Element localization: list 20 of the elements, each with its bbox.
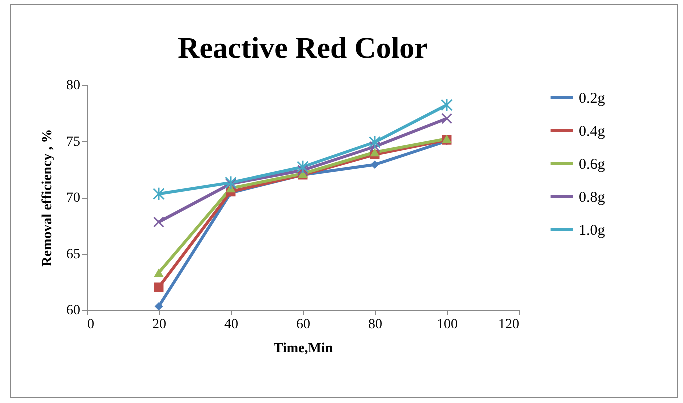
legend-label: 0.4g: [579, 124, 606, 140]
y-tick-label: 75: [66, 134, 80, 150]
y-tick-label: 65: [66, 247, 80, 262]
legend-label: 1.0g: [579, 223, 606, 239]
x-tick-label: 120: [498, 318, 520, 332]
x-tick-label: 80: [368, 318, 382, 332]
legend-label: 0.8g: [579, 190, 606, 206]
y-axis-title: Removal efficiency , %: [40, 129, 56, 267]
x-tick-label: 0: [88, 318, 94, 332]
legend-label: 0.6g: [579, 157, 606, 173]
x-axis-title: Time,Min: [274, 342, 334, 356]
x-tick-label: 20: [152, 318, 166, 332]
y-tick-label: 70: [66, 191, 80, 206]
x-tick-label: 100: [437, 318, 458, 332]
y-tick-label: 60: [66, 304, 80, 318]
chart-title: Reactive Red Color: [178, 32, 428, 65]
x-tick-label: 60: [296, 318, 310, 332]
legend-label: 0.2g: [579, 91, 606, 107]
y-tick-label: 80: [66, 78, 80, 94]
x-tick-label: 40: [224, 318, 238, 332]
